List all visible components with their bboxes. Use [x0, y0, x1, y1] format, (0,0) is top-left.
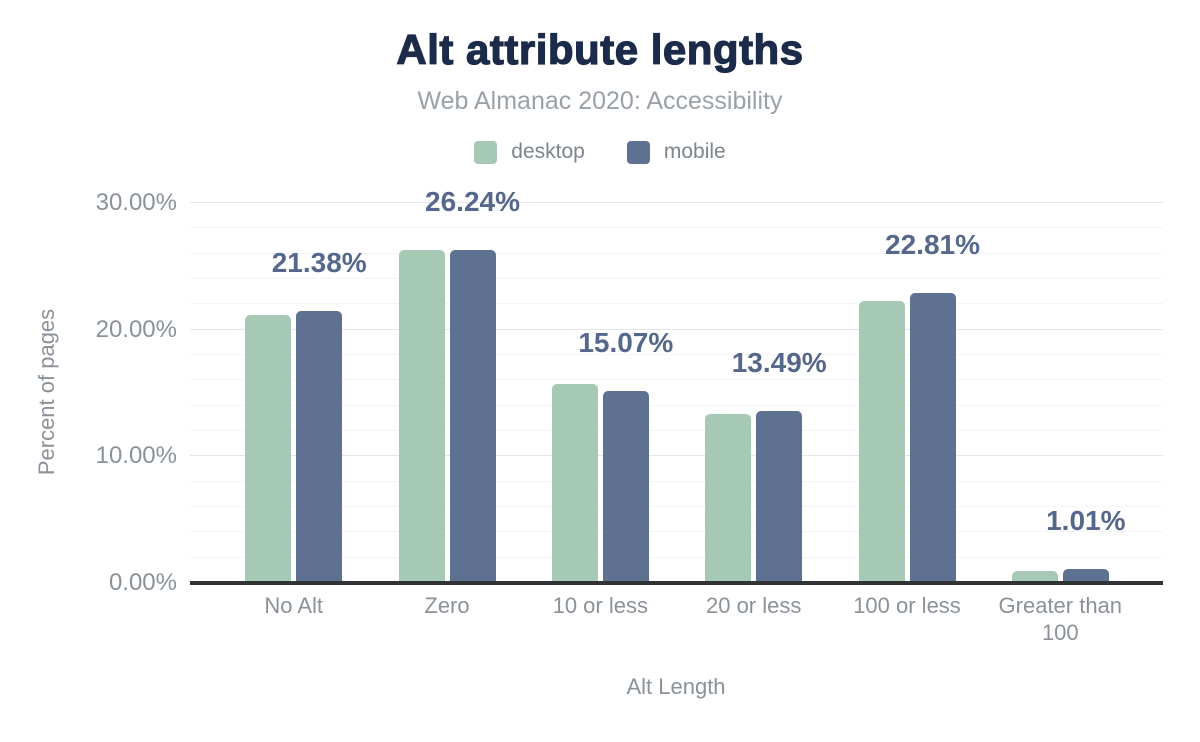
bar-desktop-20-or-less[interactable] [705, 413, 752, 583]
x-tick-label-zero: Zero [424, 593, 470, 618]
x-tick-label-no-alt: No Alt [264, 593, 324, 618]
minor-gridline-2 [190, 556, 1163, 558]
minor-gridline-14 [190, 404, 1163, 406]
minor-gridline-26 [190, 252, 1163, 254]
minor-gridline-22 [190, 303, 1163, 305]
legend-label-mobile: mobile [663, 140, 726, 163]
y-tick-label-20: 20.00% [95, 315, 177, 343]
bar-desktop-zero[interactable] [398, 250, 445, 583]
bar-desktop-no-alt[interactable] [245, 314, 292, 583]
major-gridline-20 [190, 328, 1163, 330]
legend-item-mobile[interactable]: mobile [626, 140, 726, 164]
x-tick-label-100-or-less: 100 or less [853, 593, 961, 618]
x-tick-label-20-or-less: 20 or less [705, 593, 802, 618]
x-tick-label-10-or-less: 10 or less [552, 593, 648, 618]
y-tick-label-10: 10.00% [95, 442, 177, 470]
legend: desktop mobile [0, 140, 1200, 164]
minor-gridline-28 [190, 227, 1163, 229]
minor-gridline-18 [190, 354, 1163, 355]
legend-item-desktop[interactable]: desktop [474, 140, 585, 164]
chart-subtitle: Web Almanac 2020: Accessibility [417, 87, 783, 115]
minor-gridline-24 [190, 278, 1163, 279]
data-label-zero: 26.24% [425, 185, 520, 217]
x-tick-label-greater-than-100: Greater than 100 [998, 593, 1123, 645]
bar-desktop-greater-than-100[interactable] [1011, 570, 1058, 583]
major-gridline-30 [190, 202, 1163, 203]
x-axis-baseline [190, 581, 1163, 585]
data-label-greater-than-100: 1.01% [1046, 505, 1126, 537]
bar-mobile-greater-than-100[interactable] [1062, 569, 1109, 583]
bar-mobile-zero[interactable] [449, 249, 496, 583]
x-axis-title: Alt Length [626, 674, 726, 699]
bar-desktop-10-or-less[interactable] [551, 384, 598, 583]
minor-gridline-16 [190, 379, 1163, 381]
bar-mobile-100-or-less[interactable] [909, 293, 956, 583]
minor-gridline-6 [190, 506, 1163, 507]
minor-gridline-4 [190, 531, 1163, 533]
bar-mobile-20-or-less[interactable] [756, 411, 803, 583]
data-label-10-or-less: 15.07% [578, 327, 674, 359]
bar-mobile-no-alt[interactable] [296, 311, 343, 583]
legend-swatch-desktop-icon [474, 140, 498, 164]
data-label-100-or-less: 22.81% [885, 229, 980, 261]
bar-mobile-10-or-less[interactable] [602, 391, 649, 583]
page-title: Alt attribute lengths [396, 25, 804, 73]
major-gridline-10 [190, 455, 1163, 457]
data-label-no-alt: 21.38% [271, 247, 367, 279]
bar-desktop-100-or-less[interactable] [858, 300, 905, 583]
y-tick-label-0: 0.00% [108, 569, 177, 596]
minor-gridline-12 [190, 430, 1163, 431]
legend-swatch-mobile-icon [626, 140, 650, 164]
legend-label-desktop: desktop [511, 140, 585, 163]
data-label-20-or-less: 13.49% [731, 347, 827, 379]
y-tick-label-30: 30.00% [95, 189, 177, 216]
minor-gridline-8 [190, 480, 1163, 482]
